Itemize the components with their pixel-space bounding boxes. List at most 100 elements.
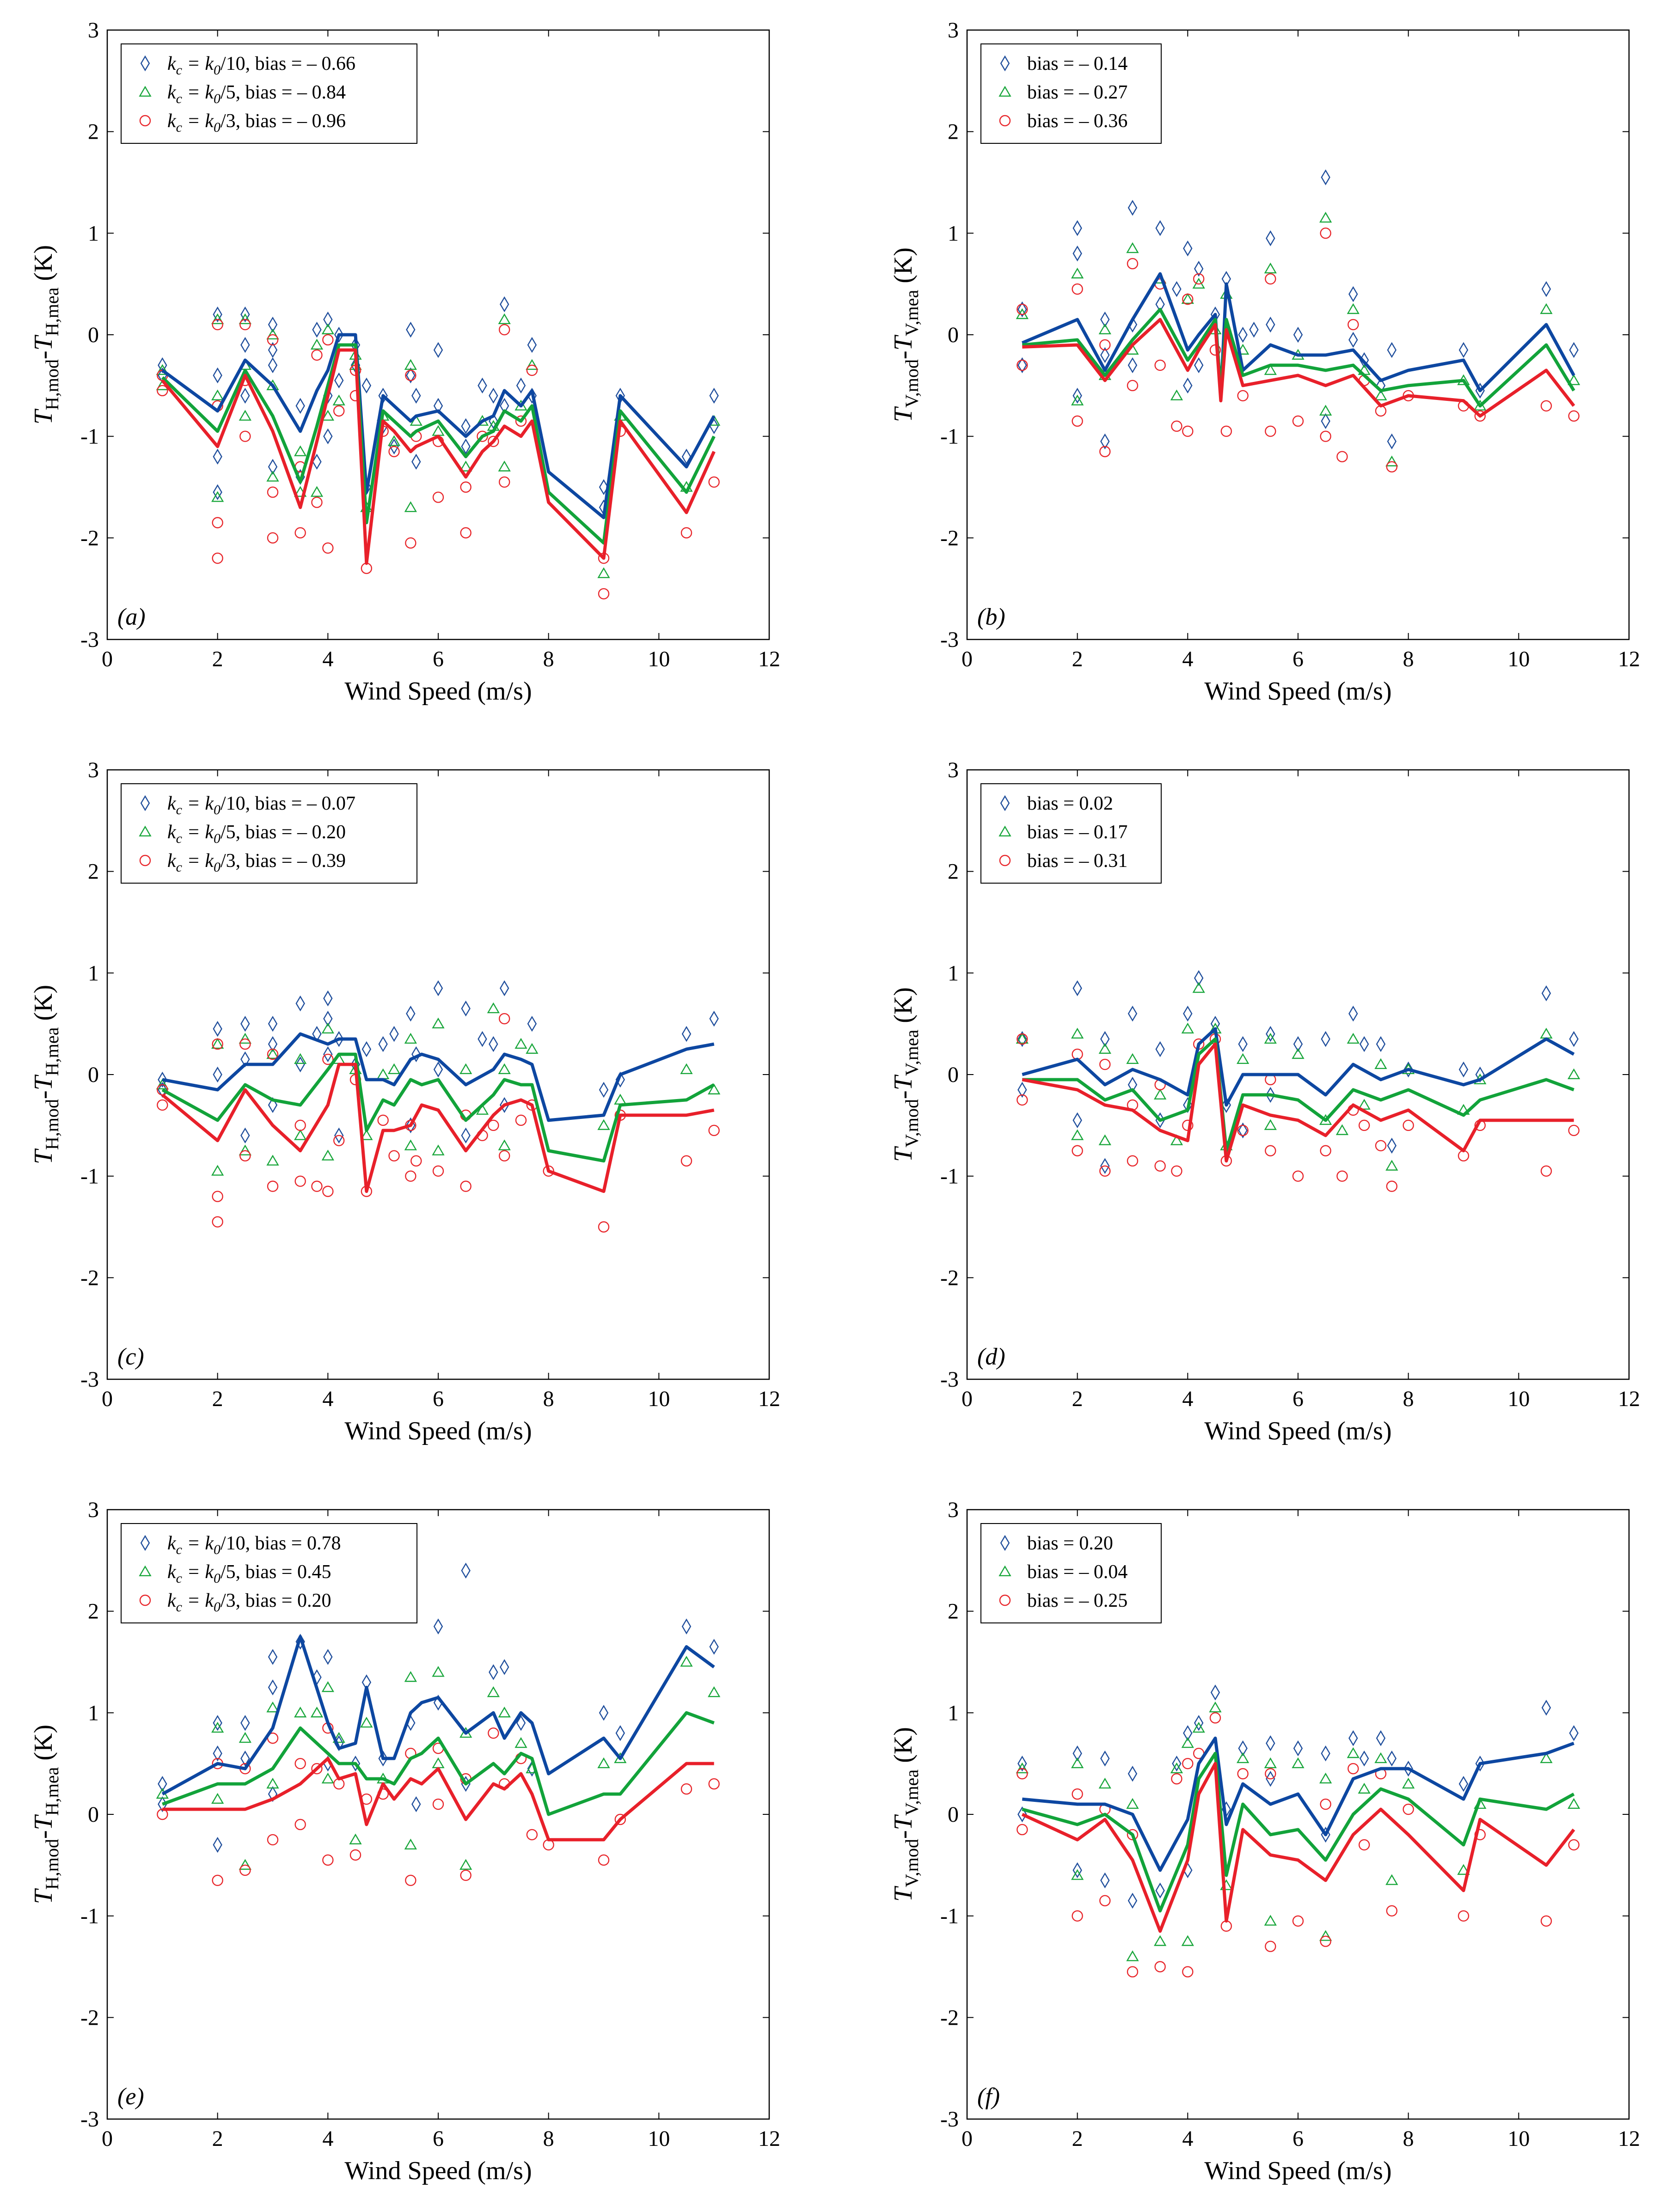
x-tick-label: 4 [1182, 647, 1193, 671]
legend-k-sub: c [176, 62, 182, 78]
scatter-point-red [1568, 1839, 1580, 1851]
scatter-point-green [211, 1721, 224, 1733]
y-tick-label: -3 [80, 2107, 99, 2132]
legend-box [121, 783, 417, 884]
scatter-point-green [266, 471, 279, 482]
scatter-point-blue [1387, 433, 1397, 449]
y-label-main: T [29, 1148, 58, 1164]
scatter-point-blue [1017, 1755, 1027, 1772]
y-tick-label: -1 [80, 1164, 99, 1189]
legend-entry: bias = – 0.27 [1027, 82, 1127, 103]
scatter-point-red [708, 1778, 720, 1790]
scatter-point-blue [527, 1015, 537, 1032]
scatter-point-red [1099, 446, 1111, 457]
x-tick-label: 6 [433, 647, 444, 671]
scatter-point-green [1568, 374, 1580, 385]
y-tick-label: 3 [948, 18, 959, 43]
scatter-point-green [1071, 1129, 1084, 1140]
scatter-point-red [1182, 1966, 1194, 1978]
scatter-point-blue [1458, 1061, 1469, 1078]
scatter-point-green [597, 1757, 610, 1769]
x-tick-label: 4 [322, 1387, 333, 1411]
y-tick-label: 0 [88, 1063, 99, 1087]
scatter-point-blue [1183, 377, 1193, 394]
scatter-point-green [1237, 1752, 1249, 1763]
scatter-point-blue [378, 1036, 388, 1052]
legend-bias: bias = – 0.27 [1027, 82, 1127, 103]
scatter-point-blue [599, 1705, 609, 1721]
scatter-point-green [266, 1701, 279, 1713]
scatter-point-blue [1387, 1137, 1397, 1154]
y-label-sub1: V,mod [901, 359, 922, 408]
scatter-point-red [1154, 1160, 1166, 1172]
x-tick-label: 0 [102, 2126, 113, 2151]
x-axis-label: Wind Speed (m/s) [1204, 2157, 1391, 2185]
legend-marker-blue [1000, 1535, 1010, 1551]
y-label-main: T [29, 1888, 58, 1904]
scatter-point-blue [1348, 286, 1358, 302]
scatter-point-red [1017, 1033, 1028, 1045]
legend-k0-sub: 0 [214, 120, 220, 135]
panel-label: (e) [117, 2083, 144, 2110]
scatter-point-blue [406, 321, 416, 338]
scatter-point-blue [1183, 240, 1193, 257]
scatter-point-green [294, 445, 307, 456]
legend-k: k [167, 1561, 177, 1583]
x-tick-label: 2 [1072, 1387, 1083, 1411]
x-tick-label: 12 [758, 647, 780, 671]
scatter-point-green [487, 1686, 500, 1697]
scatter-layer [1016, 169, 1580, 473]
x-axis-label: Wind Speed (m/s) [344, 2157, 532, 2185]
scatter-point-green [1319, 212, 1332, 223]
y-tick-label: -1 [940, 1164, 959, 1189]
y-tick-label: 2 [88, 860, 99, 884]
scatter-point-blue [433, 342, 443, 358]
scatter-point-blue [295, 1056, 305, 1073]
scatter-point-green [349, 1833, 362, 1844]
scatter-layer [1016, 1684, 1580, 1978]
legend-entry: bias = – 0.36 [1027, 111, 1127, 132]
x-tick-label: 12 [758, 1387, 780, 1411]
y-tick-label: 2 [948, 1599, 959, 1624]
scatter-point-green [1292, 1048, 1305, 1059]
scatter-point-blue [295, 398, 305, 414]
scatter-point-red [1017, 1824, 1028, 1836]
y-tick-label: -2 [940, 526, 959, 550]
legend-entry: kc = k0/5, bias = 0.45 [167, 1561, 331, 1586]
scatter-point-blue [1238, 1036, 1248, 1052]
x-tick-label: 4 [322, 2126, 333, 2151]
scatter-point-red [267, 532, 279, 544]
legend-entry: bias = 0.02 [1027, 793, 1113, 814]
scatter-point-blue [1072, 1862, 1082, 1879]
scatter-point-blue [1194, 970, 1204, 986]
legend-k-sub: c [176, 91, 182, 106]
scatter-point-green [1154, 1088, 1167, 1100]
y-tick-label: 0 [948, 323, 959, 347]
scatter-point-green [498, 461, 511, 472]
scatter-point-blue [478, 1031, 487, 1047]
scatter-point-red [1265, 1145, 1276, 1156]
x-tick-label: 2 [212, 2126, 223, 2151]
legend-marker-blue [140, 1535, 150, 1551]
series-line-red [162, 1757, 714, 1842]
legend-bias: bias = – 0.17 [1027, 822, 1127, 843]
scatter-point-red [1358, 1119, 1370, 1131]
x-tick-label: 12 [758, 2126, 780, 2151]
legend-k0-sub: 0 [214, 1542, 220, 1557]
legend-bias: /3, bias = 0.20 [220, 1590, 331, 1611]
scatter-point-red [1017, 1094, 1028, 1106]
scatter-point-red [405, 1874, 416, 1886]
series-line-green [161, 1052, 715, 1163]
scatter-point-blue [1321, 1031, 1330, 1047]
y-tick-label: 1 [88, 221, 99, 246]
scatter-point-red [1154, 1961, 1166, 1972]
scatter-point-red [515, 1114, 527, 1126]
scatter-point-red [212, 1191, 223, 1202]
scatter-point-blue [1569, 342, 1579, 358]
scatter-point-green [1319, 1930, 1332, 1941]
x-tick-label: 4 [1182, 2126, 1193, 2151]
y-label-mid: -T [889, 334, 918, 359]
scatter-point-blue [213, 484, 222, 500]
y-label-unit: (K) [889, 987, 918, 1030]
